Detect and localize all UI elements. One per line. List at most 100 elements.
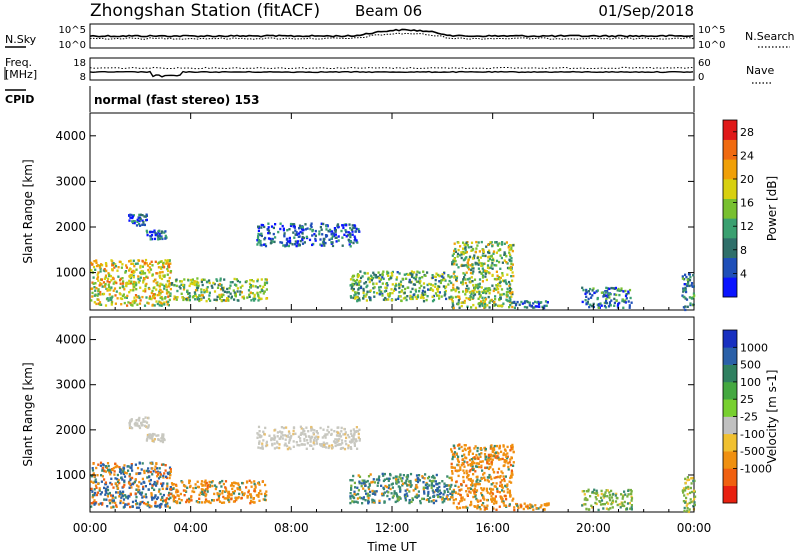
echo-cell [240,496,243,500]
echo-cell [289,222,293,226]
echo-cell [169,270,173,273]
echo-cell [238,280,242,284]
echo-cell [154,500,157,504]
echo-cell [143,424,146,428]
echo-cell [188,479,191,483]
echo-cell [481,274,485,277]
echo-cell [421,292,424,295]
echo-cell [349,233,352,236]
echo-cell [218,282,221,286]
echo-cell [160,267,163,270]
echo-cell [305,235,308,239]
echo-cell [139,217,142,220]
echo-cell [310,222,313,225]
echo-cell [210,481,213,484]
echo-cell [592,305,595,309]
echo-cell [150,260,153,263]
echo-cell [509,449,512,452]
echo-cell [165,300,168,303]
echo-cell [119,277,122,281]
echo-cell [331,244,335,248]
echo-cell [526,300,529,304]
echo-cell [349,446,352,449]
echo-cell [161,496,164,500]
echo-cell [313,436,316,439]
echo-cell [344,440,347,443]
echo-cell [230,493,233,496]
echo-cell [627,489,630,492]
echo-cell [125,496,128,499]
echo-cell [329,228,332,232]
echo-cell [306,442,309,445]
echo-cell [160,260,163,263]
echo-cell [418,281,421,285]
echo-cell [684,286,687,290]
echo-cell [109,499,112,502]
echo-cell [147,467,150,470]
echo-cell [349,429,353,433]
echo-cell [508,491,512,495]
echo-cell [456,295,460,298]
echo-cell [499,248,502,251]
echo-cell [144,485,147,488]
echo-cell [143,272,147,275]
echo-cell [624,301,627,304]
echo-cell [428,282,431,286]
echo-cell [95,493,99,497]
echo-region [170,479,268,505]
echo-cell [129,213,132,216]
echo-cell [259,446,262,450]
echo-cell [492,482,495,485]
echo-cell [153,433,156,436]
echo-cell [497,304,501,308]
echo-cell [331,235,334,238]
echo-cell [479,508,482,511]
echo-cell [171,282,174,285]
echo-cell [508,489,511,492]
echo-cell [188,500,191,504]
echo-cell [124,471,127,474]
echo-cell [618,293,621,297]
echo-cell [110,259,113,262]
echo-cell [276,431,279,434]
echo-cell [378,475,381,478]
echo-cell [220,485,223,488]
echo-cell [470,276,473,279]
echo-cell [256,236,260,240]
echo-cell [156,467,159,470]
echo-cell [515,502,518,506]
echo-cell [416,486,419,489]
echo-cell [621,497,624,500]
echo-cell [503,477,506,481]
echo-cell [605,294,608,297]
echo-cell [536,301,539,304]
echo-cell [164,464,167,467]
echo-cell [91,469,95,472]
echo-cell [160,437,163,440]
echo-cell [480,452,483,455]
echo-cell [209,299,212,302]
echo-cell [158,467,161,470]
echo-cell [145,439,148,442]
echo-cell [477,297,480,300]
echo-cell [607,508,610,511]
echo-cell [205,498,208,501]
echo-cell [530,305,533,308]
echo-cell [600,492,603,496]
echo-cell [431,295,434,298]
echo-cell [475,247,478,250]
echo-cell [155,281,158,285]
echo-cell [137,488,140,491]
echo-cell [166,273,169,276]
echo-cell [136,466,140,470]
echo-cell [623,500,626,504]
echo-cell [471,280,474,283]
echo-cell [110,286,113,289]
echo-cell [104,274,108,277]
echo-cell [511,291,514,294]
echo-cell [470,292,473,295]
echo-cell [584,292,587,295]
echo-cell [162,463,165,466]
echo-cell [373,291,376,294]
echo-cell [467,287,470,290]
